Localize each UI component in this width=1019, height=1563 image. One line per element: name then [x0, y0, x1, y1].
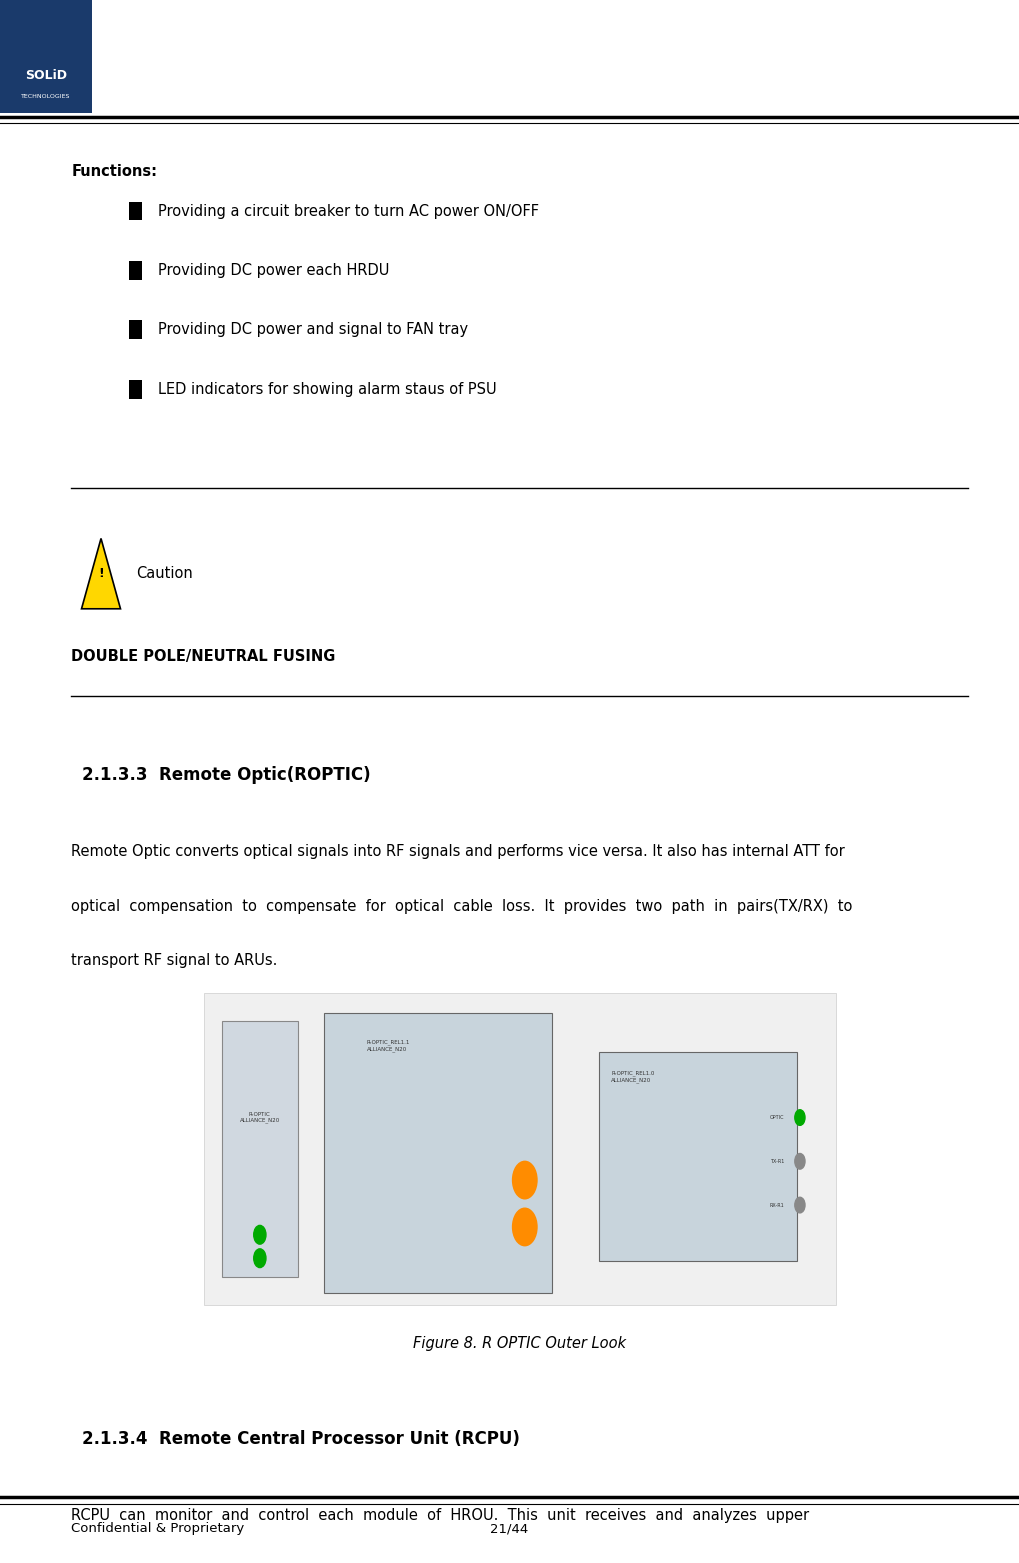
Text: RX-R1: RX-R1	[770, 1202, 785, 1208]
Text: DOUBLE POLE/NEUTRAL FUSING: DOUBLE POLE/NEUTRAL FUSING	[71, 649, 335, 664]
Circle shape	[254, 1249, 266, 1268]
Circle shape	[795, 1110, 805, 1125]
Text: 21/44: 21/44	[490, 1522, 529, 1535]
Text: Caution: Caution	[136, 566, 193, 581]
Text: R-OPTIC
ALLIANCE_N20: R-OPTIC ALLIANCE_N20	[239, 1111, 280, 1124]
FancyBboxPatch shape	[599, 1052, 797, 1261]
Text: Figure 8. R OPTIC Outer Look: Figure 8. R OPTIC Outer Look	[413, 1336, 627, 1352]
Text: R-OPTIC_REL1.0
ALLIANCE_N20: R-OPTIC_REL1.0 ALLIANCE_N20	[611, 1071, 655, 1083]
Text: Providing a circuit breaker to turn AC power ON/OFF: Providing a circuit breaker to turn AC p…	[158, 203, 539, 219]
Circle shape	[795, 1153, 805, 1169]
Polygon shape	[82, 539, 120, 610]
Bar	[129, 320, 142, 339]
Text: transport RF signal to ARUs.: transport RF signal to ARUs.	[71, 953, 278, 969]
Text: R-OPTIC_REL1.1
ALLIANCE_N20: R-OPTIC_REL1.1 ALLIANCE_N20	[367, 1039, 411, 1052]
Bar	[129, 202, 142, 220]
FancyBboxPatch shape	[222, 1021, 298, 1277]
FancyBboxPatch shape	[204, 993, 836, 1305]
Bar	[129, 261, 142, 280]
Text: Confidential & Proprietary: Confidential & Proprietary	[71, 1522, 245, 1535]
FancyBboxPatch shape	[0, 0, 92, 113]
Bar	[129, 380, 142, 399]
Circle shape	[795, 1197, 805, 1213]
Circle shape	[513, 1161, 537, 1199]
Text: Functions:: Functions:	[71, 164, 157, 180]
Text: Providing DC power and signal to FAN tray: Providing DC power and signal to FAN tra…	[158, 322, 468, 338]
Text: TECHNOLOGIES: TECHNOLOGIES	[21, 94, 70, 100]
Text: optical  compensation  to  compensate  for  optical  cable  loss.  It  provides : optical compensation to compensate for o…	[71, 899, 853, 914]
Text: Providing DC power each HRDU: Providing DC power each HRDU	[158, 263, 389, 278]
Text: !: !	[98, 567, 104, 580]
Text: OPTIC: OPTIC	[770, 1114, 785, 1121]
Text: LED indicators for showing alarm staus of PSU: LED indicators for showing alarm staus o…	[158, 381, 496, 397]
Text: SOLiD: SOLiD	[24, 69, 67, 81]
FancyBboxPatch shape	[324, 1013, 552, 1293]
Circle shape	[254, 1225, 266, 1244]
Text: TX-R1: TX-R1	[770, 1158, 785, 1164]
Text: Remote Optic converts optical signals into RF signals and performs vice versa. I: Remote Optic converts optical signals in…	[71, 844, 845, 860]
Text: 2.1.3.3  Remote Optic(ROPTIC): 2.1.3.3 Remote Optic(ROPTIC)	[82, 766, 370, 785]
Text: 2.1.3.4  Remote Central Processor Unit (RCPU): 2.1.3.4 Remote Central Processor Unit (R…	[82, 1430, 520, 1449]
Circle shape	[513, 1208, 537, 1246]
Text: RCPU  can  monitor  and  control  each  module  of  HROU.  This  unit  receives : RCPU can monitor and control each module…	[71, 1508, 809, 1524]
